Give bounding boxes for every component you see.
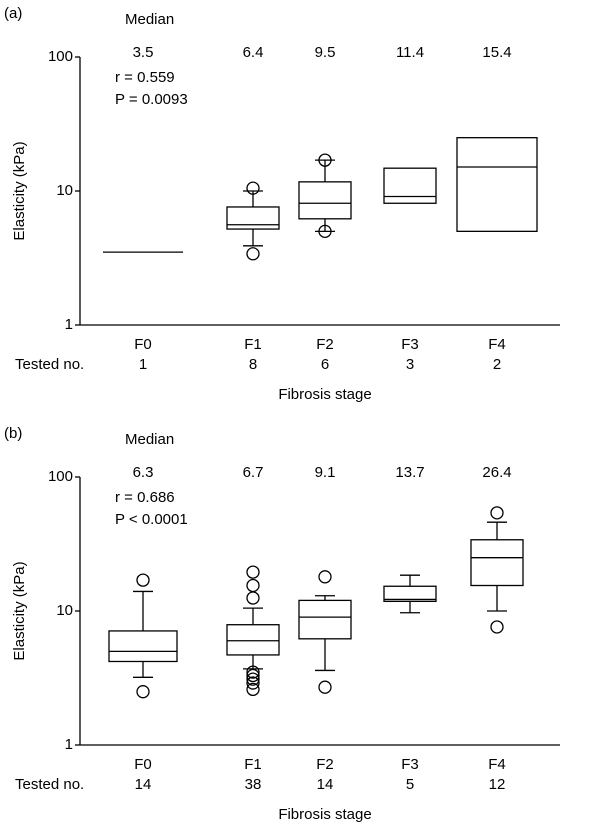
outlier bbox=[136, 685, 150, 699]
tested-count: 6 bbox=[321, 356, 329, 373]
tested-count: 12 bbox=[489, 776, 506, 793]
outlier bbox=[490, 506, 504, 520]
y-tick-label: 100 bbox=[48, 48, 73, 65]
tested-count: 14 bbox=[135, 776, 152, 793]
outlier bbox=[246, 247, 260, 261]
median-value: 9.1 bbox=[315, 464, 336, 481]
outlier bbox=[246, 676, 260, 690]
outlier bbox=[246, 181, 260, 195]
outlier bbox=[490, 620, 504, 634]
tested-count: 14 bbox=[317, 776, 334, 793]
outlier bbox=[318, 570, 332, 584]
box bbox=[383, 585, 437, 603]
y-tick-label: 10 bbox=[56, 182, 73, 199]
box bbox=[298, 599, 352, 640]
median-value: 6.3 bbox=[133, 464, 154, 481]
annotation: P < 0.0001 bbox=[115, 511, 188, 528]
outlier bbox=[318, 224, 332, 238]
category-label: F4 bbox=[488, 756, 506, 773]
outlier bbox=[246, 591, 260, 605]
median-value: 26.4 bbox=[482, 464, 511, 481]
tested-label: Tested no. bbox=[15, 356, 84, 373]
panel-label: (a) bbox=[4, 5, 22, 22]
annotation: r = 0.686 bbox=[115, 489, 175, 506]
median-heading: Median bbox=[125, 431, 174, 448]
outlier bbox=[246, 668, 260, 683]
median-value: 3.5 bbox=[133, 44, 154, 61]
box bbox=[456, 137, 538, 232]
category-label: F2 bbox=[316, 756, 334, 773]
box bbox=[108, 630, 178, 663]
tested-count: 8 bbox=[249, 356, 257, 373]
category-label: F1 bbox=[244, 336, 262, 353]
outlier bbox=[246, 672, 260, 686]
panel-label: (b) bbox=[4, 425, 22, 442]
outlier bbox=[246, 578, 260, 593]
category-label: F0 bbox=[134, 336, 152, 353]
median-value: 6.7 bbox=[243, 464, 264, 481]
tested-count: 5 bbox=[406, 776, 414, 793]
median-value: 11.4 bbox=[396, 44, 424, 61]
tested-count: 3 bbox=[406, 356, 414, 373]
median-value: 15.4 bbox=[482, 44, 511, 61]
outlier bbox=[318, 680, 332, 694]
y-axis-label: Elasticity (kPa) bbox=[11, 141, 28, 240]
category-label: F3 bbox=[401, 756, 419, 773]
box bbox=[226, 206, 280, 230]
outlier bbox=[246, 682, 260, 697]
category-label: F3 bbox=[401, 336, 419, 353]
category-label: F2 bbox=[316, 336, 334, 353]
tested-count: 1 bbox=[139, 356, 147, 373]
median-value: 6.4 bbox=[243, 44, 264, 61]
category-label: F1 bbox=[244, 756, 262, 773]
annotation: r = 0.559 bbox=[115, 69, 175, 86]
outlier bbox=[318, 153, 332, 167]
x-axis-label: Fibrosis stage bbox=[278, 386, 371, 403]
y-tick-label: 10 bbox=[56, 602, 73, 619]
tested-count: 38 bbox=[245, 776, 262, 793]
box bbox=[470, 539, 524, 587]
outlier bbox=[136, 573, 150, 587]
box bbox=[298, 181, 352, 220]
median-value: 9.5 bbox=[315, 44, 336, 61]
y-axis-label: Elasticity (kPa) bbox=[11, 561, 28, 660]
y-tick-label: 1 bbox=[65, 736, 73, 753]
outlier bbox=[246, 565, 260, 579]
category-label: F4 bbox=[488, 336, 506, 353]
x-axis-label: Fibrosis stage bbox=[278, 806, 371, 823]
box bbox=[226, 624, 280, 656]
category-label: F0 bbox=[134, 756, 152, 773]
tested-count: 2 bbox=[493, 356, 501, 373]
y-tick-label: 100 bbox=[48, 468, 73, 485]
box bbox=[383, 167, 437, 204]
tested-label: Tested no. bbox=[15, 776, 84, 793]
median-heading: Median bbox=[125, 11, 174, 28]
median-value: 13.7 bbox=[395, 464, 424, 481]
y-tick-label: 1 bbox=[65, 316, 73, 333]
outlier bbox=[246, 665, 260, 679]
annotation: P = 0.0093 bbox=[115, 91, 188, 108]
